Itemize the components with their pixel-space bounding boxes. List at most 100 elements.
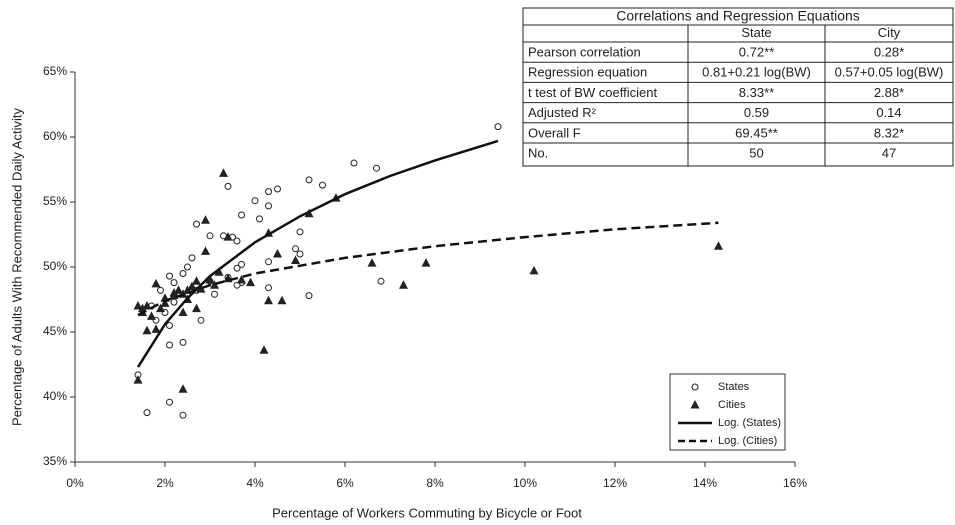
triangle-point (529, 265, 539, 275)
triangle-point (142, 325, 152, 335)
circle-point (197, 316, 205, 324)
table-cell: 8.32* (874, 125, 904, 140)
circle-point (274, 185, 281, 193)
table-cell: 8.33** (739, 85, 774, 100)
circle-point (305, 176, 313, 184)
y-tick-label: 60% (43, 129, 67, 143)
table-cell: 0.72** (739, 45, 774, 60)
table-cell: 0.14 (876, 105, 901, 120)
x-tick-label: 12% (603, 476, 627, 490)
circle-point (233, 264, 241, 272)
circle-point (238, 211, 245, 219)
triangle-point (169, 288, 179, 297)
triangle-point (178, 307, 188, 316)
triangle-point (237, 275, 246, 284)
circle-point (211, 290, 218, 298)
circle-point (265, 202, 272, 210)
triangle-point (151, 324, 161, 333)
triangle-point (205, 275, 215, 284)
circle-point (166, 272, 173, 280)
table-title: Correlations and Regression Equations (616, 8, 860, 24)
triangle-point (223, 232, 233, 241)
circle-point (188, 254, 196, 262)
trend-line (137, 221, 719, 317)
circle-point (184, 263, 191, 271)
trend-line (136, 139, 499, 368)
y-tick-label: 35% (43, 454, 67, 468)
row-label: Pearson correlation (528, 45, 641, 60)
circle-point (166, 398, 173, 406)
table-cell: 0.59 (744, 105, 769, 120)
circle-point (296, 228, 304, 236)
x-axis-label: Percentage of Workers Commuting by Bicyc… (272, 505, 582, 520)
circle-point (179, 411, 187, 419)
triangle-point (196, 284, 206, 293)
circle-point (193, 220, 200, 228)
row-label: Regression equation (528, 65, 647, 80)
x-tick-label: 10% (513, 476, 537, 490)
column-header: City (878, 25, 901, 40)
x-tick-label: 4% (246, 476, 264, 490)
x-tick-label: 6% (336, 476, 354, 490)
triangle-point (178, 384, 188, 393)
legend-marker (691, 383, 699, 391)
triangle-point (367, 258, 377, 267)
row-label: Adjusted R² (528, 105, 597, 120)
legend-label: States (718, 381, 750, 393)
legend-box (669, 373, 786, 451)
table-cell: 47 (882, 146, 896, 161)
triangle-point (214, 267, 224, 276)
circle-point (238, 260, 245, 268)
y-tick-label: 40% (43, 389, 67, 403)
legend-marker (690, 400, 700, 409)
circle-point (233, 281, 241, 289)
y-tick-label: 55% (43, 194, 67, 208)
table-cell: 0.81+0.21 log(BW) (702, 65, 811, 80)
legend-label: Cities (718, 399, 746, 411)
circle-point (292, 245, 299, 253)
legend-label: Log. (Cities) (718, 435, 777, 447)
triangle-point (147, 311, 156, 320)
triangle-point (714, 241, 723, 250)
triangle-point (133, 301, 143, 310)
triangle-point (399, 280, 408, 289)
table-cell: 50 (749, 146, 763, 161)
triangle-point (192, 303, 201, 313)
circle-point (377, 277, 385, 285)
triangle-point (151, 278, 161, 288)
triangle-point (192, 276, 201, 285)
circle-point (305, 292, 313, 300)
table-cell: 69.45** (735, 125, 778, 140)
x-tick-label: 14% (693, 476, 717, 490)
x-tick-label: 16% (783, 476, 807, 490)
triangle-point (291, 255, 300, 264)
circle-point (224, 182, 232, 190)
triangle-point (264, 295, 273, 305)
y-tick-label: 45% (43, 324, 67, 338)
circle-point (143, 409, 151, 417)
circle-point (166, 341, 173, 349)
circle-point (296, 250, 304, 258)
circle-point (350, 159, 358, 167)
triangle-point (246, 277, 255, 287)
triangle-point (219, 168, 228, 177)
row-label: t test of BW coefficient (528, 85, 657, 100)
triangle-point (142, 301, 152, 310)
triangle-point (138, 303, 147, 313)
x-tick-label: 8% (426, 476, 444, 490)
triangle-point (277, 295, 287, 305)
table-cell: 0.28* (874, 45, 904, 60)
circle-point (179, 338, 187, 346)
triangle-point (273, 249, 282, 258)
triangle-point (421, 258, 431, 267)
circle-point (170, 279, 178, 287)
circle-point (256, 215, 263, 223)
table-border (522, 7, 954, 167)
circle-point (265, 284, 272, 292)
triangle-point (210, 280, 219, 289)
circle-point (233, 237, 241, 245)
x-tick-label: 0% (66, 476, 84, 490)
table: Correlations and Regression Equations St… (522, 7, 954, 167)
triangle-point (174, 285, 183, 294)
